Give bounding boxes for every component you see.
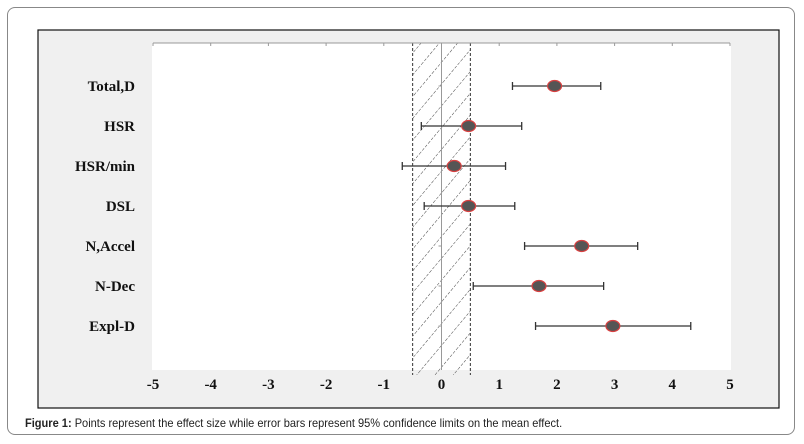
x-tick-label: -4 — [204, 377, 217, 393]
x-tick-label: -5 — [147, 377, 160, 393]
effect-size-point — [446, 159, 462, 173]
category-label: N,Accel — [85, 239, 135, 255]
effect-size-point — [574, 239, 590, 253]
x-tick-label: 2 — [553, 377, 561, 393]
category-label: HSR/min — [75, 159, 136, 175]
caption-label: Figure 1: — [25, 416, 72, 430]
effect-size-point — [531, 279, 547, 293]
x-tick-label: 1 — [495, 377, 503, 393]
category-label: DSL — [106, 199, 135, 215]
category-label: Expl-D — [89, 319, 135, 335]
category-label: HSR — [104, 119, 135, 135]
category-label: N-Dec — [95, 279, 135, 295]
effect-size-point — [461, 199, 477, 213]
x-tick-label: -2 — [320, 377, 333, 393]
effect-size-point — [546, 79, 563, 93]
effect-size-point — [605, 319, 621, 333]
x-tick-label: -3 — [262, 377, 275, 393]
effect-size-point — [461, 119, 477, 133]
category-label: Total,D — [88, 79, 136, 95]
x-tick-label: 3 — [611, 377, 619, 393]
x-tick-label: -1 — [378, 377, 391, 393]
x-tick-label: 5 — [726, 377, 734, 393]
x-tick-label: 0 — [438, 377, 446, 393]
caption-text: Points represent the effect size while e… — [74, 416, 563, 430]
x-tick-label: 4 — [669, 377, 677, 393]
figure-caption: Figure 1: Points represent the effect si… — [25, 416, 562, 430]
